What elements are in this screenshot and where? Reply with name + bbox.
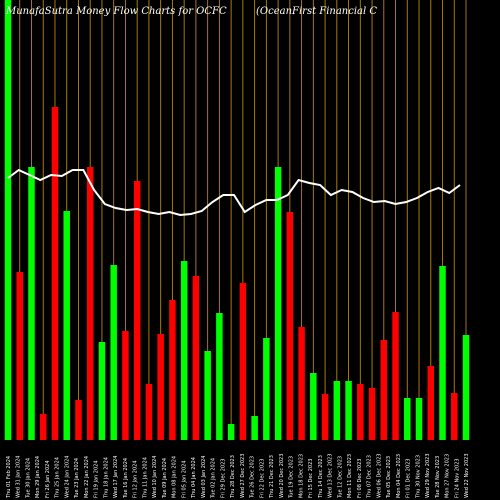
money-flow-line (7, 168, 461, 217)
bar-red (192, 276, 200, 440)
bar-green (263, 338, 270, 440)
x-tick-label: Wed 20 Dec 2023 (279, 454, 285, 498)
bar-red (298, 327, 305, 440)
bar-red (321, 394, 329, 440)
bar-red (286, 212, 294, 440)
bar-red (39, 414, 47, 440)
bar-green (227, 424, 235, 440)
bar-red (86, 167, 94, 440)
x-tick-label: Tue 30 Jan 2024 (25, 458, 31, 499)
x-tick-label: Thu 21 Dec 2023 (269, 455, 275, 499)
x-tick-label: Wed 22 Nov 2023 (464, 453, 470, 498)
bar-green (462, 335, 470, 440)
x-tick-label: Fri 01 Dec 2023 (406, 459, 412, 499)
x-tick-label: Tue 19 Dec 2023 (289, 456, 295, 499)
bar-green (4, 0, 12, 440)
x-tick-label: Tue 09 Jan 2024 (162, 458, 168, 499)
company-name: (OceanFirst Financial C (256, 6, 378, 17)
bar-red (122, 331, 129, 440)
bar-red (75, 400, 82, 440)
x-tick-label: Fri 05 Jan 2024 (181, 460, 187, 498)
x-tick-label: Tue 05 Dec 2023 (386, 456, 392, 499)
x-tick-label: Fri 22 Dec 2023 (259, 459, 265, 499)
x-tick-label: Tue 23 Jan 2024 (74, 458, 80, 499)
x-tick-label: Fri 29 Dec 2023 (220, 459, 226, 499)
bar-red (133, 181, 141, 440)
bar-green (251, 416, 258, 440)
x-tick-label: Thu 30 Nov 2023 (415, 455, 421, 499)
bar-red (169, 300, 176, 440)
bar-green (439, 266, 446, 440)
bar-green (28, 167, 35, 440)
bar-green (404, 398, 411, 440)
bar-green (274, 167, 282, 440)
x-tick-label: Fri 26 Jan 2024 (45, 460, 51, 498)
bar-red (392, 312, 399, 440)
x-tick-label: Tue 28 Nov 2023 (435, 456, 441, 499)
x-tick-label: Thu 14 Dec 2023 (318, 455, 324, 499)
bar-green (333, 381, 341, 440)
bar-green (216, 313, 223, 440)
bar-green (180, 261, 188, 440)
bar-series (4, 0, 470, 440)
bar-red (51, 107, 59, 440)
x-tick-label: Wed 27 Dec 2023 (240, 454, 246, 498)
x-tick-label: Tue 16 Jan 2024 (123, 458, 129, 499)
x-tick-label: Thu 18 Jan 2024 (103, 457, 109, 499)
x-tick-label: Tue 02 Jan 2024 (211, 458, 217, 499)
bar-red (145, 384, 153, 440)
bar-green (110, 265, 117, 440)
x-tick-label: Tue 12 Dec 2023 (337, 456, 343, 499)
bar-red (16, 272, 23, 440)
x-tick-label: Thu 01 Feb 2024 (6, 456, 12, 499)
x-tick-labels: Thu 01 Feb 2024 Wed 31 Jan 2024 Tue 30 Jan… (6, 453, 470, 499)
x-tick-label: Mon 11 Dec 2023 (347, 454, 353, 498)
x-tick-label: Mon 08 Jan 2024 (172, 456, 178, 498)
x-tick-label: Wed 17 Jan 2024 (113, 456, 119, 498)
chart-title: MunafaSutra Money Flow Charts for OCFC (6, 6, 227, 17)
bar-red (451, 393, 458, 440)
bar-green (415, 398, 423, 440)
x-tick-label: Wed 13 Dec 2023 (328, 454, 334, 498)
bar-green (98, 342, 106, 440)
bar-red (157, 334, 164, 440)
x-tick-label: Wed 06 Dec 2023 (376, 454, 382, 498)
bar-green (345, 381, 352, 440)
site-name: MunafaSutra (6, 6, 73, 17)
x-tick-label: Mon 29 Jan 2024 (35, 456, 41, 498)
x-tick-label: Tue 26 Dec 2023 (250, 456, 256, 499)
bar-red (380, 340, 388, 440)
x-tick-label: Thu 28 Dec 2023 (230, 455, 236, 499)
bar-red (239, 283, 247, 440)
x-tick-label: Fri 15 Dec 2023 (308, 459, 314, 499)
x-tick-label: Wed 03 Jan 2024 (201, 456, 207, 498)
x-tick-label: Thu 04 Jan 2024 (191, 457, 197, 499)
x-tick-label: Mon 04 Dec 2023 (396, 454, 402, 498)
x-tick-label: Thu 25 Jan 2024 (55, 457, 61, 499)
x-tick-label: Thu 11 Jan 2024 (142, 457, 148, 499)
x-tick-label: Mon 22 Jan 2024 (84, 456, 90, 498)
x-tick-label: Thu 07 Dec 2023 (367, 455, 373, 499)
bar-red (368, 388, 376, 440)
x-tick-label: Fri 19 Jan 2024 (94, 460, 100, 498)
bar-green (204, 351, 211, 440)
x-tick-label: Wed 10 Jan 2024 (152, 456, 158, 498)
x-tick-label: Fri 24 Nov 2023 (454, 458, 460, 498)
page-title: Money Flow Charts for OCFC (75, 6, 227, 17)
bar-red (357, 384, 364, 440)
x-tick-label: Wed 31 Jan 2024 (16, 456, 22, 498)
bar-red (427, 366, 435, 440)
bar-green (63, 211, 70, 440)
x-tick-label: Mon 27 Nov 2023 (445, 454, 451, 498)
bar-green (310, 373, 317, 440)
x-tick-label: Wed 24 Jan 2024 (64, 456, 70, 498)
x-tick-label: Wed 29 Nov 2023 (425, 453, 431, 498)
x-tick-label: Mon 18 Dec 2023 (298, 454, 304, 498)
x-tick-label: Fri 12 Jan 2024 (133, 460, 139, 498)
x-tick-label: Fri 08 Dec 2023 (357, 459, 363, 499)
